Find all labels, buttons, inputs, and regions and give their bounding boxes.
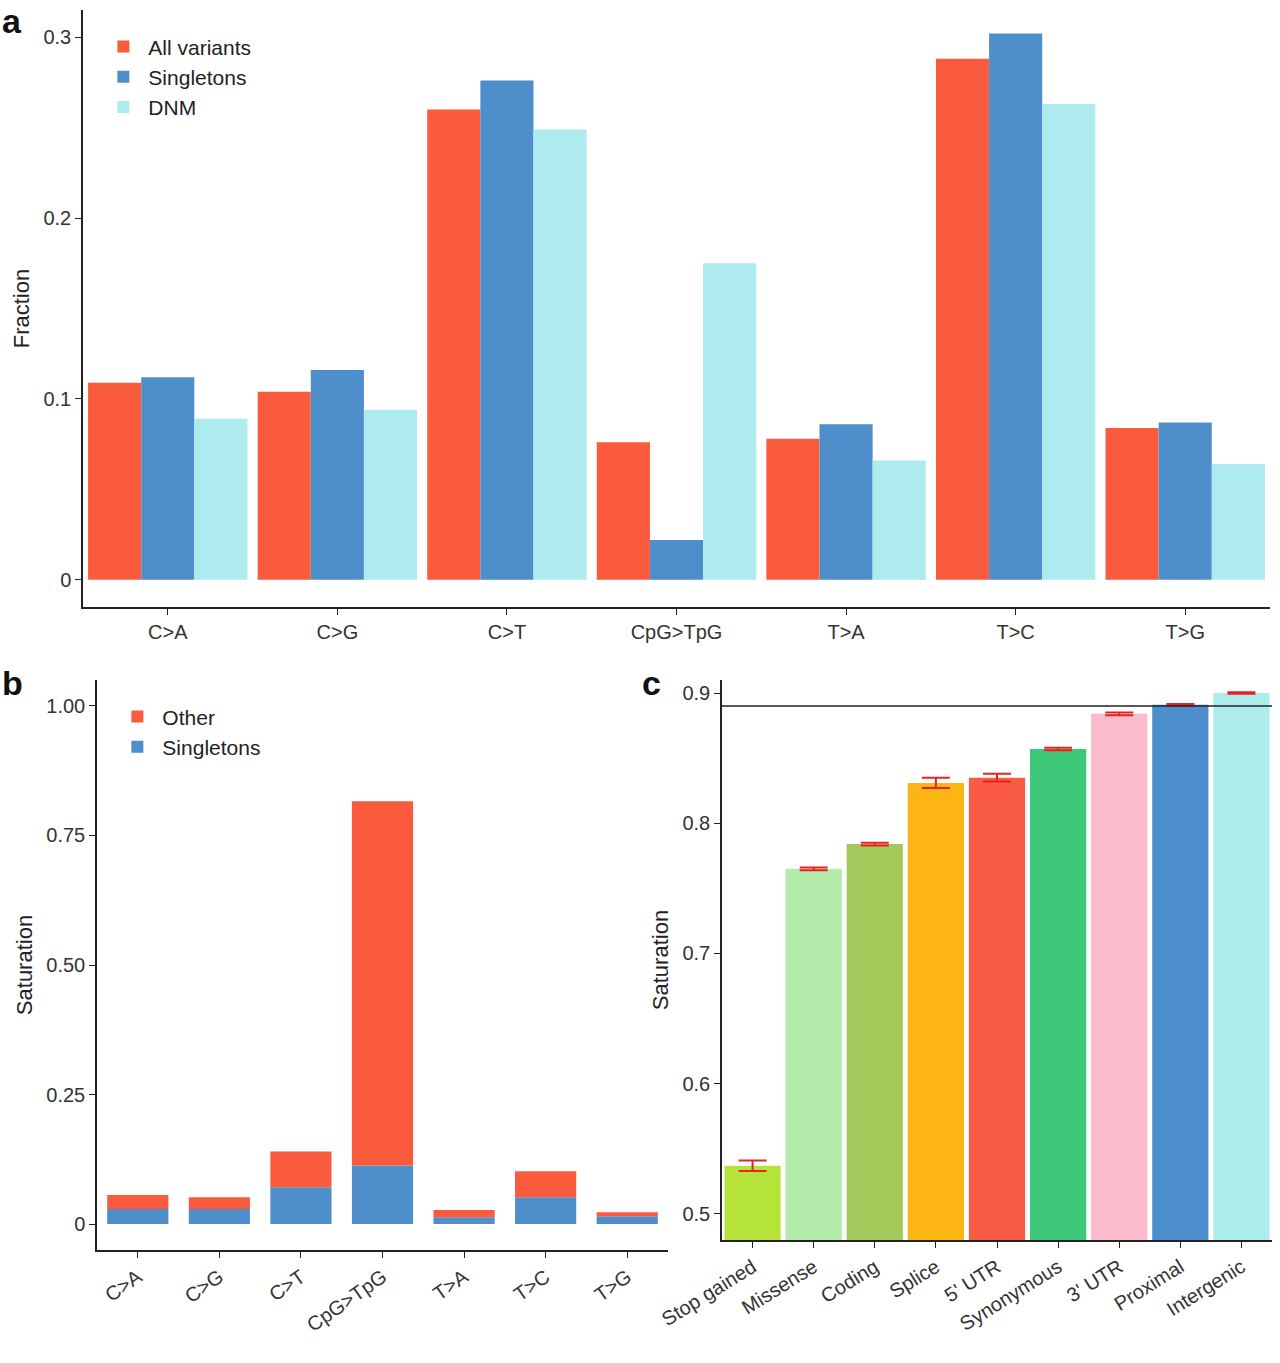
svg-text:C>T: C>T	[265, 1265, 309, 1305]
svg-text:Intergenic: Intergenic	[1163, 1255, 1249, 1320]
svg-text:T>A: T>A	[827, 621, 865, 643]
svg-text:T>C: T>C	[510, 1265, 554, 1305]
svg-text:0.7: 0.7	[682, 942, 710, 964]
svg-text:0.2: 0.2	[43, 207, 71, 229]
svg-text:All variants: All variants	[148, 36, 251, 59]
svg-text:Other: Other	[162, 706, 215, 729]
svg-text:0.1: 0.1	[43, 388, 71, 410]
svg-text:0: 0	[60, 569, 71, 591]
svg-text:CpG>TpG: CpG>TpG	[303, 1265, 391, 1336]
svg-text:T>C: T>C	[996, 621, 1034, 643]
svg-text:Stop gained: Stop gained	[658, 1255, 760, 1330]
svg-text:3' UTR: 3' UTR	[1063, 1255, 1127, 1306]
svg-text:Splice: Splice	[885, 1255, 943, 1303]
svg-text:T>A: T>A	[429, 1265, 473, 1305]
svg-text:Singletons: Singletons	[148, 66, 246, 89]
svg-text:0.6: 0.6	[682, 1073, 710, 1095]
svg-text:0.5: 0.5	[682, 1203, 710, 1225]
svg-text:0.50: 0.50	[46, 954, 85, 976]
svg-text:0.75: 0.75	[46, 824, 85, 846]
svg-text:Synonymous: Synonymous	[956, 1255, 1066, 1335]
svg-text:a: a	[2, 2, 22, 40]
svg-text:0: 0	[74, 1213, 85, 1235]
svg-text:T>G: T>G	[1165, 621, 1204, 643]
svg-text:Missense: Missense	[738, 1255, 821, 1318]
svg-text:Singletons: Singletons	[162, 736, 260, 759]
svg-text:0.3: 0.3	[43, 26, 71, 48]
svg-text:CpG>TpG: CpG>TpG	[631, 621, 723, 643]
svg-text:C>G: C>G	[181, 1265, 228, 1307]
svg-text:C>A: C>A	[101, 1265, 146, 1306]
svg-text:Fraction: Fraction	[9, 269, 34, 348]
svg-text:0.9: 0.9	[682, 682, 710, 704]
svg-text:b: b	[2, 664, 23, 702]
svg-text:Proximal: Proximal	[1110, 1255, 1188, 1315]
svg-text:5' UTR: 5' UTR	[941, 1255, 1005, 1306]
svg-text:DNM: DNM	[148, 96, 196, 119]
svg-text:Coding: Coding	[817, 1255, 882, 1307]
svg-text:C>T: C>T	[488, 621, 526, 643]
svg-text:0.8: 0.8	[682, 812, 710, 834]
svg-text:C>A: C>A	[148, 621, 188, 643]
svg-text:c: c	[642, 664, 661, 702]
svg-text:T>G: T>G	[590, 1265, 635, 1306]
svg-text:0.25: 0.25	[46, 1084, 85, 1106]
svg-text:1.00: 1.00	[46, 695, 85, 717]
svg-text:C>G: C>G	[317, 621, 359, 643]
svg-text:Saturation: Saturation	[12, 915, 37, 1015]
svg-text:Saturation: Saturation	[648, 910, 673, 1010]
